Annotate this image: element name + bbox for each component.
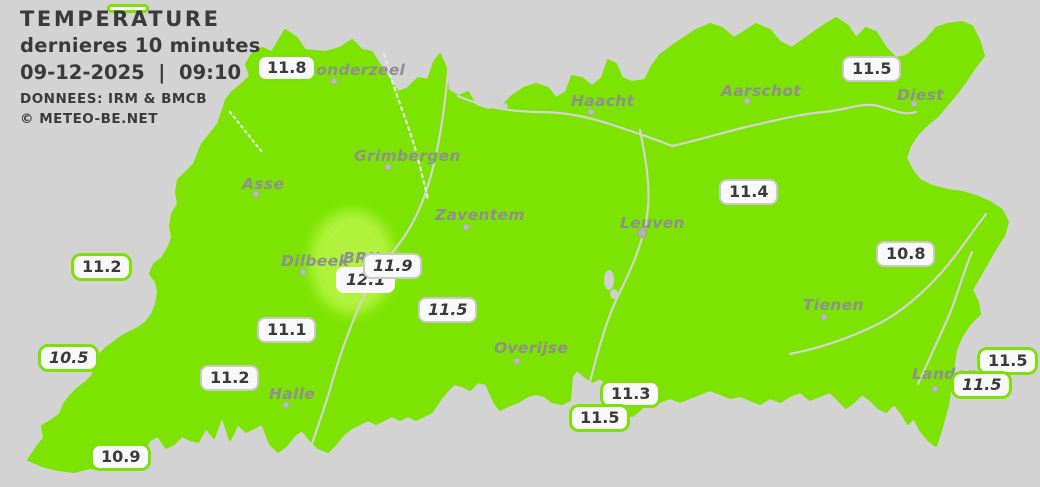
station-badge: 11.1: [257, 317, 317, 343]
station-badge: 11.9: [363, 253, 423, 279]
city-label-leuven: Leuven: [620, 214, 685, 232]
city-label-aarschot: Aarschot: [721, 82, 802, 100]
station-badge: 10.5: [38, 344, 100, 372]
city-dot: [462, 223, 470, 231]
city-dot: [513, 357, 521, 365]
station-badge: [107, 4, 149, 13]
datetime: 09-12-2025 | 09:10: [20, 61, 242, 84]
city-label-tienen: Tienen: [803, 296, 864, 314]
city-label-halle: Halle: [269, 385, 316, 403]
city-label-overijse: Overijse: [494, 339, 569, 357]
province-shape: [27, 17, 1009, 473]
city-dot: [820, 313, 828, 321]
city-label-londerzeel: Londerzeel: [306, 61, 406, 79]
city-dot: [299, 268, 307, 276]
city-label-zaventem: Zaventem: [435, 206, 525, 224]
city-dot: [384, 163, 392, 171]
city-dot: [282, 401, 290, 409]
city-dot: [931, 385, 939, 393]
city-label-diest: Diest: [897, 86, 944, 104]
subtitle: dernieres 10 minutes: [20, 34, 261, 57]
station-badge: 11.5: [951, 371, 1013, 399]
station-badge: 11.5: [569, 404, 631, 432]
city-dot: [252, 190, 260, 198]
lakes: [487, 96, 618, 299]
city-label-grimbergen: Grimbergen: [354, 147, 461, 165]
page-title: TEMPERATURE: [20, 7, 221, 31]
city-label-haacht: Haacht: [571, 92, 635, 110]
city-label-asse: Asse: [242, 175, 285, 193]
station-badge: 11.3: [600, 380, 662, 408]
station-badge: 10.8: [876, 241, 936, 267]
station-badge: 11.8: [256, 54, 318, 82]
map-legend: TEMPERATURE dernieres 10 minutes 09-12-2…: [20, 6, 261, 129]
station-badge: 11.2: [71, 253, 133, 281]
station-badge: 10.9: [90, 443, 152, 471]
city-dot: [637, 228, 647, 238]
station-badge: 11.4: [719, 179, 779, 205]
city-dot: [330, 77, 338, 85]
station-badge: 11.2: [200, 365, 260, 391]
city-label-dilbeek: Dilbeek: [281, 252, 350, 270]
city-dot: [910, 100, 918, 108]
copyright: © METEO-BE.NET: [20, 111, 158, 127]
city-dot: [743, 97, 751, 105]
station-badge: 11.5: [977, 347, 1039, 375]
city-dot: [587, 108, 595, 116]
station-badge: 11.5: [418, 297, 478, 323]
data-source: DONNEES: IRM & BMCB: [20, 91, 207, 107]
station-badge: 11.5: [842, 56, 902, 82]
